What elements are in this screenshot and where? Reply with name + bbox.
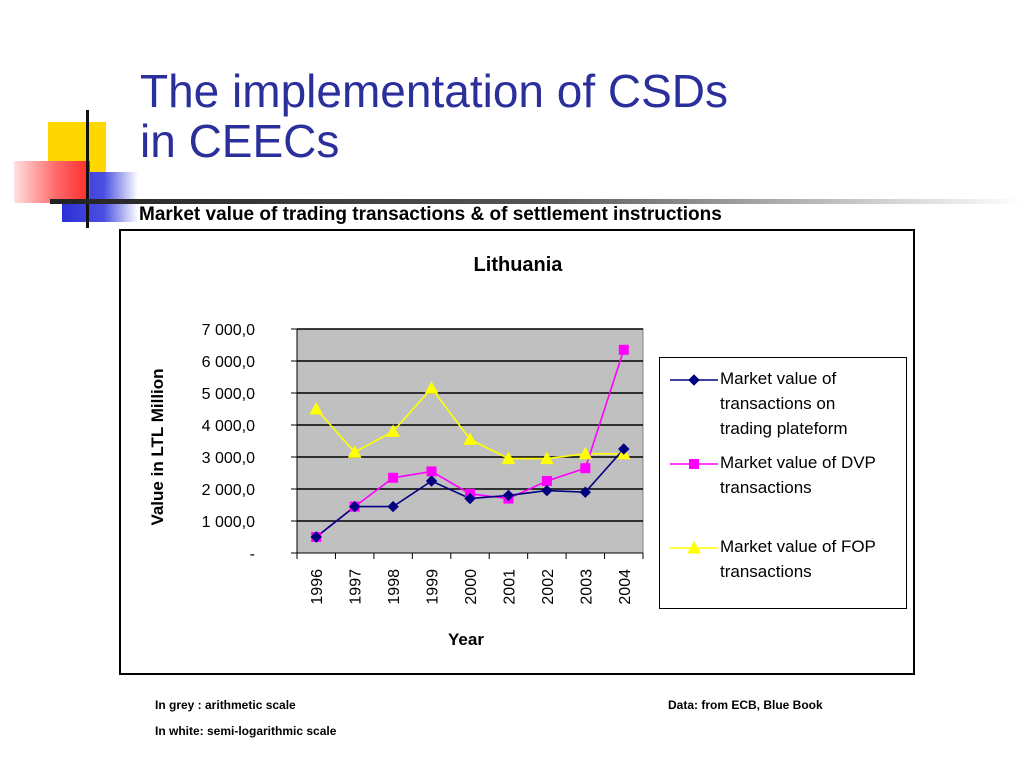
title-rule xyxy=(50,199,1024,204)
legend-label-line: transactions xyxy=(720,562,812,581)
slide-subtitle: Market value of trading transactions & o… xyxy=(139,204,722,225)
data-point-triangle xyxy=(540,451,554,465)
legend-label-line: Market value of DVP xyxy=(720,453,876,472)
legend-label-line: Market value of xyxy=(720,369,837,388)
x-tick-label: 2000 xyxy=(463,569,480,605)
legend-label-line: transactions xyxy=(720,478,812,497)
deco-vertical-line xyxy=(86,110,89,228)
y-tick-label: 3 000,0 xyxy=(202,450,255,467)
slide-title: The implementation of CSDs in CEECs xyxy=(140,66,728,166)
chart-frame: Lithuania - 1 000,0 2 000,0 3 000,0 4 000,0 5 … xyxy=(119,229,915,675)
x-tick-label: 2002 xyxy=(540,569,557,605)
chart-title: Lithuania xyxy=(474,254,564,276)
data-point-square xyxy=(426,466,437,477)
data-point-diamond xyxy=(310,531,322,543)
slide-title-line2: in CEECs xyxy=(140,115,340,167)
data-point-square xyxy=(388,472,399,483)
x-tick-label: 1997 xyxy=(348,569,365,605)
note-grey-scale: In grey : arithmetic scale xyxy=(155,698,296,712)
x-tick-label: 2004 xyxy=(617,569,634,605)
chart-svg: Lithuania - 1 000,0 2 000,0 3 000,0 4 000,0 5 … xyxy=(148,254,644,649)
x-tick-label: 1996 xyxy=(309,569,326,605)
data-point-triangle xyxy=(309,401,324,415)
y-tick-label: - xyxy=(250,546,255,563)
x-tick-label: 1999 xyxy=(425,569,442,605)
data-point-triangle xyxy=(463,432,477,445)
data-point-diamond xyxy=(464,492,476,505)
data-point-triangle xyxy=(578,446,593,460)
legend-label: Market value of transactions on trading pl… xyxy=(720,366,906,441)
data-point-diamond xyxy=(425,475,438,487)
legend-swatch-triangle xyxy=(670,540,718,554)
slide-title-line1: The implementation of CSDs xyxy=(140,65,729,117)
data-point-triangle xyxy=(501,451,516,465)
chart-legend: Market value of transactions on trading pl… xyxy=(659,357,907,609)
data-point-diamond xyxy=(541,484,553,497)
y-axis-label: Value in LTL Million xyxy=(148,368,167,525)
data-point-square xyxy=(541,476,552,486)
data-point-square xyxy=(618,344,629,355)
data-point-diamond xyxy=(618,443,630,455)
data-point-diamond xyxy=(579,486,592,498)
y-tick-label: 4 000,0 xyxy=(202,418,255,435)
y-tick-label: 6 000,0 xyxy=(202,354,255,371)
y-tick-label: 5 000,0 xyxy=(202,386,255,403)
y-tick-label: 7 000,0 xyxy=(202,322,255,339)
x-axis-label: Year xyxy=(448,630,484,649)
data-point-triangle xyxy=(386,424,400,437)
data-point-square xyxy=(580,463,591,474)
x-tick-label: 2003 xyxy=(578,569,595,605)
data-point-diamond xyxy=(348,500,361,513)
note-data-source: Data: from ECB, Blue Book xyxy=(668,698,823,712)
legend-swatch-diamond xyxy=(670,374,718,386)
legend-label: Market value of DVP transactions xyxy=(720,450,906,500)
data-point-triangle xyxy=(347,445,362,458)
data-point-diamond xyxy=(502,489,515,502)
data-point-diamond xyxy=(387,500,399,513)
x-tick-label: 2001 xyxy=(501,569,518,605)
legend-label-line: trading plateform xyxy=(720,419,848,438)
deco-red-bar xyxy=(14,161,90,203)
y-tick-label: 1 000,0 xyxy=(202,514,255,531)
legend-swatch-square xyxy=(670,459,718,469)
legend-label-line: transactions on xyxy=(720,394,836,413)
x-tick-label: 1998 xyxy=(386,569,403,605)
legend-label: Market value of FOP transactions xyxy=(720,534,906,584)
legend-label-line: Market value of FOP xyxy=(720,537,876,556)
y-tick-label: 2 000,0 xyxy=(202,482,255,499)
note-white-scale: In white: semi-logarithmic scale xyxy=(155,724,337,738)
data-point-triangle xyxy=(424,381,439,394)
